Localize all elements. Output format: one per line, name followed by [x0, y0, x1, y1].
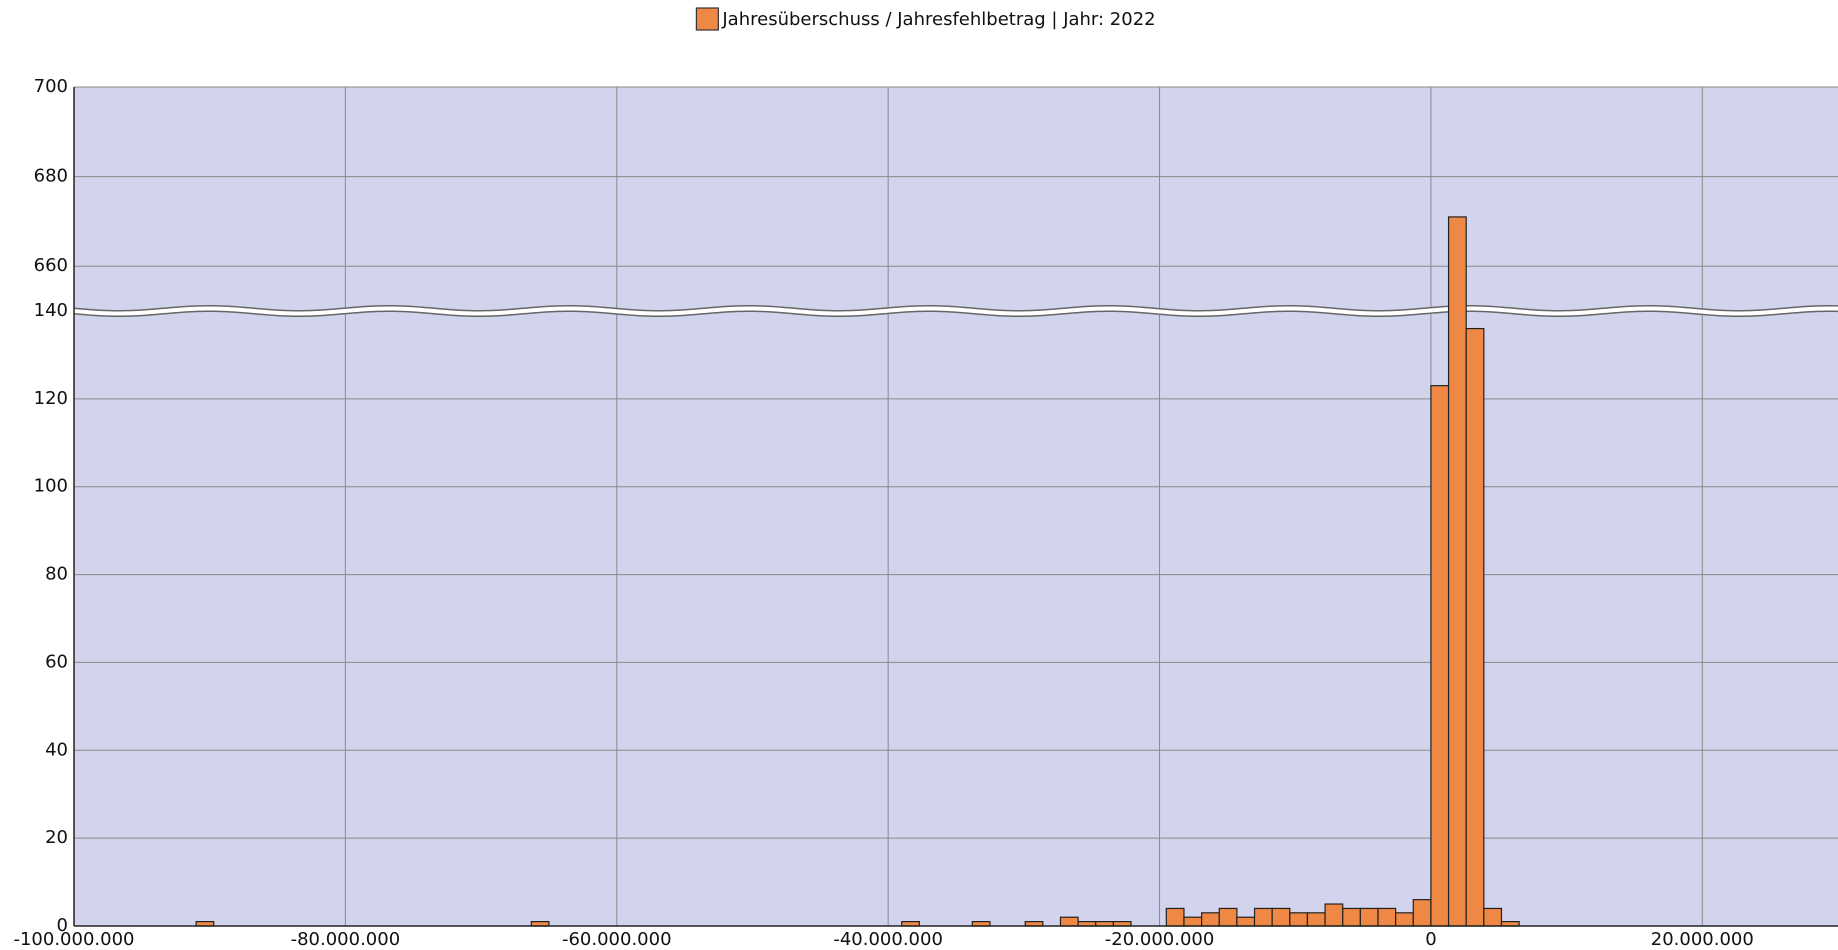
bar: [1412, 899, 1432, 927]
bar: [1306, 912, 1326, 927]
bar: [1483, 907, 1503, 927]
x-tick-label: -100.000.000: [13, 929, 134, 950]
y-tick-label: 0: [57, 915, 68, 936]
bar: [1289, 912, 1309, 927]
y-tick-label: 700: [34, 76, 68, 97]
y-tick-label: 120: [34, 388, 68, 409]
legend-swatch: [695, 7, 719, 31]
bar: [1271, 907, 1291, 927]
x-tick-label: -20.000.000: [1105, 929, 1215, 950]
x-tick-label: 0: [1425, 929, 1436, 950]
bar: [1253, 907, 1273, 927]
bar: [1218, 907, 1238, 927]
y-tick-label: 20: [45, 827, 68, 848]
x-tick-label: -40.000.000: [833, 929, 943, 950]
y-tick-label: 660: [34, 255, 68, 276]
plot-background: [74, 87, 1838, 926]
bar: [1201, 912, 1220, 927]
y-tick-label: 100: [34, 476, 68, 497]
bar: [1395, 912, 1414, 927]
bar: [1059, 916, 1079, 927]
x-tick-label: -60.000.000: [562, 929, 672, 950]
bar: [1430, 385, 1450, 927]
bar: [1165, 907, 1185, 927]
y-tick-label: 680: [34, 166, 68, 187]
bar: [1236, 916, 1256, 927]
x-tick-label: 20.000.000: [1651, 929, 1754, 950]
y-tick-label: 40: [45, 739, 68, 760]
bars: [195, 216, 1520, 927]
bar: [1183, 916, 1203, 927]
y-tick-label: 60: [45, 651, 68, 672]
x-tick-label: -80.000.000: [291, 929, 401, 950]
y-tick-label: 80: [45, 564, 68, 585]
axis-break: [73, 306, 1838, 316]
legend: Jahresüberschuss / Jahresfehlbetrag | Ja…: [695, 7, 1156, 31]
bar: [1465, 327, 1485, 927]
legend-label: Jahresüberschuss / Jahresfehlbetrag | Ja…: [721, 9, 1155, 30]
bar: [1324, 903, 1344, 927]
bar: [1342, 907, 1361, 927]
bar: [1447, 216, 1467, 927]
bar: [1359, 907, 1379, 927]
y-tick-label: 140: [34, 300, 68, 321]
bar: [1377, 907, 1397, 927]
